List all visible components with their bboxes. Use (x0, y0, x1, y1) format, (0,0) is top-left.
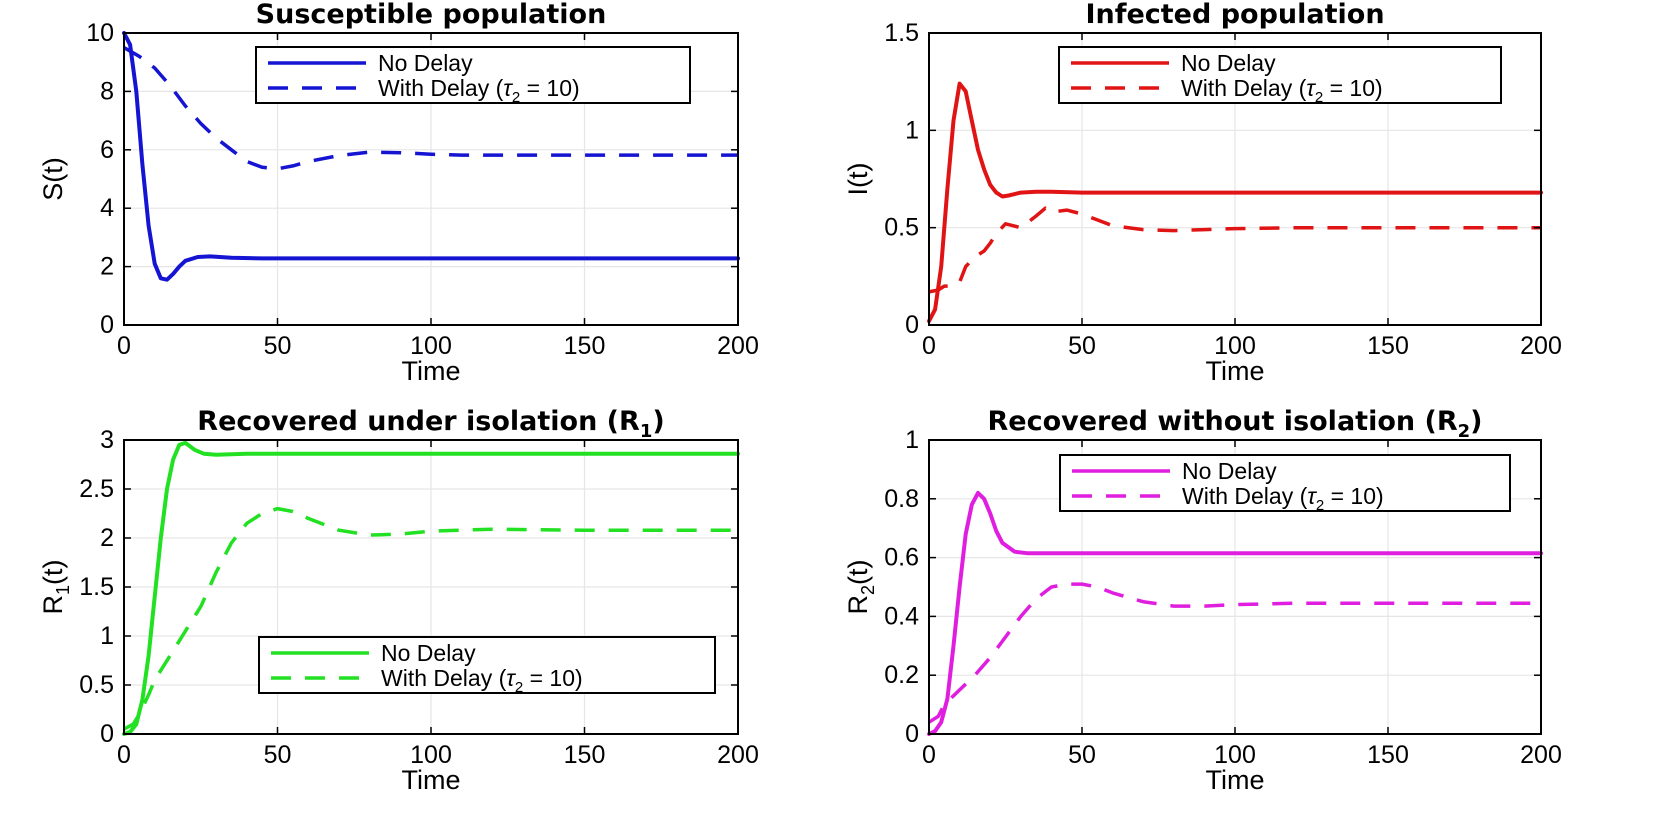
legend-label-with-delay: With Delay (τ2 = 10) (1181, 75, 1383, 106)
chart-panel-1: 0 50 100 150 200 0 2 4 6 8 10 Susceptible populatio… (38, 0, 759, 386)
legend-label-with-delay: With Delay (τ2 = 10) (1182, 483, 1384, 514)
legend-label-no-delay: No Delay (1182, 458, 1277, 484)
chart-panel-4: 0 50 100 150 200 0 0.2 0.4 0.6 0.8 1 Recovered with… (843, 406, 1562, 795)
x-axis-label: Time (1206, 765, 1265, 795)
legend-label-no-delay: No Delay (378, 50, 473, 76)
y-tick-label: 0 (905, 720, 919, 748)
y-axis-label: R2(t) (843, 560, 878, 615)
x-tick-label: 50 (1068, 332, 1096, 360)
x-tick-label: 0 (922, 741, 936, 769)
x-tick-label: 0 (117, 741, 131, 769)
legend-box (1059, 454, 1511, 512)
x-tick-label: 150 (1367, 332, 1409, 360)
y-tick-label: 6 (100, 136, 114, 164)
series-line-with-delay (123, 506, 738, 731)
chart-panel-3: 0 50 100 150 200 0 0.5 1 1.5 2 2.5 3 Recovered under… (38, 406, 759, 795)
legend-label-no-delay: No Delay (381, 640, 476, 666)
y-tick-label: 4 (100, 194, 114, 222)
y-tick-label: 0.6 (884, 544, 919, 572)
x-axis-label: Time (1206, 356, 1265, 386)
legend-box (1058, 46, 1502, 104)
y-tick-label: 0 (905, 311, 919, 339)
series-line-no-delay (927, 490, 1543, 736)
x-tick-label: 200 (717, 741, 759, 769)
x-tick-label: 150 (564, 332, 606, 360)
series-line-with-delay (123, 46, 738, 171)
y-tick-label: 1 (100, 622, 114, 650)
y-tick-label: 0.5 (79, 671, 114, 699)
y-tick-label: 0.5 (884, 214, 919, 242)
chart-title: Recovered under isolation (R1) (197, 406, 664, 442)
y-tick-label: 10 (86, 19, 114, 47)
x-tick-label: 0 (922, 332, 936, 360)
chart-panel-2: 0 50 100 150 200 0 0.5 1 1.5 Infected population T… (843, 0, 1562, 386)
x-tick-label: 200 (1520, 741, 1562, 769)
x-tick-label: 100 (410, 741, 452, 769)
series-line-with-delay (928, 582, 1541, 724)
y-tick-label: 0.4 (884, 602, 919, 630)
x-tick-label: 100 (1214, 741, 1256, 769)
y-tick-label: 1 (905, 116, 919, 144)
x-tick-label: 200 (717, 332, 759, 360)
legend-label-with-delay: With Delay (τ2 = 10) (381, 665, 583, 696)
x-tick-label: 50 (264, 332, 292, 360)
y-tick-label: 2 (100, 524, 114, 552)
series-line-with-delay (928, 206, 1541, 294)
x-tick-label: 50 (264, 741, 292, 769)
chart-title: Susceptible population (256, 0, 607, 30)
y-axis-label: S(t) (38, 157, 68, 201)
x-tick-label: 50 (1068, 741, 1096, 769)
x-tick-label: 0 (117, 332, 131, 360)
y-tick-label: 8 (100, 77, 114, 105)
y-tick-label: 0 (100, 311, 114, 339)
y-tick-label: 1.5 (884, 19, 919, 47)
x-axis-label: Time (402, 765, 461, 795)
x-tick-label: 150 (1367, 741, 1409, 769)
legend-box (258, 636, 716, 694)
legend-box (255, 46, 691, 104)
x-tick-label: 200 (1520, 332, 1562, 360)
y-tick-label: 1 (905, 426, 919, 454)
x-axis-label: Time (402, 356, 461, 386)
y-tick-label: 3 (100, 426, 114, 454)
y-tick-label: 0.2 (884, 661, 919, 689)
legend-label-with-delay: With Delay (τ2 = 10) (378, 75, 580, 106)
y-tick-label: 0 (100, 720, 114, 748)
y-axis-label: R1(t) (38, 560, 73, 615)
x-tick-label: 100 (410, 332, 452, 360)
x-tick-label: 150 (564, 741, 606, 769)
series-line-no-delay (927, 81, 1543, 324)
y-axis-label: I(t) (843, 163, 873, 196)
x-tick-label: 100 (1214, 332, 1256, 360)
series-line-no-delay (122, 440, 740, 736)
y-tick-label: 2.5 (79, 475, 114, 503)
series-line-no-delay (122, 31, 740, 282)
legend-label-no-delay: No Delay (1181, 50, 1276, 76)
chart-title: Infected population (1085, 0, 1384, 30)
chart-title: Recovered without isolation (R2) (987, 406, 1482, 442)
y-tick-label: 2 (100, 253, 114, 281)
y-tick-label: 0.8 (884, 485, 919, 513)
y-tick-label: 1.5 (79, 573, 114, 601)
